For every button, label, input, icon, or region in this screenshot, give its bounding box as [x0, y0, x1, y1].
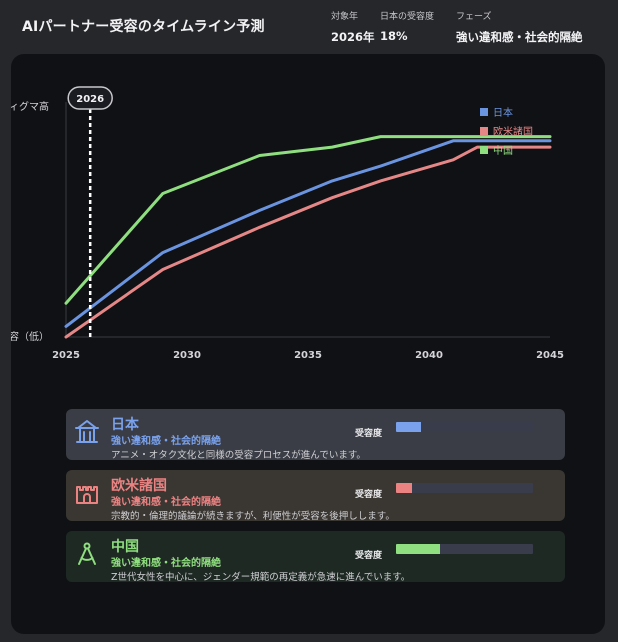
country-description: アニメ・オタク文化と同様の受容プロセスが進んでいます。 — [111, 450, 366, 461]
y-axis-bottom-label: 容（低） — [11, 330, 49, 343]
acceptance-fill — [396, 483, 413, 493]
country-name: 日本 — [111, 417, 139, 433]
country-description: 宗教的・倫理的議論が続きますが、利便性が受容を後押しします。 — [111, 511, 395, 522]
stat-label: 対象年 — [331, 12, 359, 22]
stat-label: フェーズ — [456, 12, 492, 22]
country-card-china[interactable]: 中国 強い違和感・社会的隔絶 Z世代女性を中心に、ジェンダー規範の再定義が急速に… — [66, 531, 565, 583]
shrine-icon — [74, 419, 100, 445]
legend-label: 中国 — [493, 144, 513, 157]
legend-swatch — [480, 108, 488, 116]
stat-value: 強い違和感・社会的隔絶 — [456, 30, 583, 44]
country-phase: 強い違和感・社会的隔絶 — [111, 558, 221, 569]
legend-swatch — [480, 146, 488, 154]
legend-label: 欧米諸国 — [493, 125, 533, 138]
year-marker-label: 2026 — [76, 94, 104, 105]
series-line — [64, 139, 552, 328]
legend-swatch — [480, 127, 488, 135]
x-tick-label: 2045 — [536, 350, 564, 361]
acceptance-fill — [396, 422, 421, 432]
stat-value: 2026年 — [331, 30, 375, 44]
country-description: Z世代女性を中心に、ジェンダー規範の再定義が急速に進んでいます。 — [111, 572, 411, 583]
series-line — [64, 145, 552, 339]
header: AIパートナー受容のタイムライン予測 対象年 2026年 日本の受容度 18% … — [0, 0, 618, 54]
x-tick-label: 2035 — [294, 350, 322, 361]
acceptance-label: 受容度 — [355, 551, 383, 561]
x-tick-label: 2025 — [52, 350, 80, 361]
compass-icon — [74, 541, 100, 567]
acceptance-fill — [396, 544, 440, 554]
acceptance-label: 受容度 — [355, 429, 383, 439]
series-line — [64, 135, 552, 305]
stat-label: 日本の受容度 — [380, 12, 435, 22]
acceptance-bar — [396, 483, 533, 493]
stat-phase: フェーズ 強い違和感・社会的隔絶 — [456, 9, 583, 45]
x-tick-label: 2040 — [415, 350, 443, 361]
country-name: 欧米諸国 — [111, 478, 167, 494]
year-marker-badge — [67, 86, 113, 110]
country-card-west[interactable]: 欧米諸国 強い違和感・社会的隔絶 宗教的・倫理的議論が続きますが、利便性が受容を… — [66, 470, 565, 522]
stat-japan-acceptance: 日本の受容度 18% — [380, 9, 434, 43]
castle-icon — [74, 480, 100, 506]
country-card-japan[interactable]: 日本 強い違和感・社会的隔絶 アニメ・オタク文化と同様の受容プロセスが進んでいま… — [66, 409, 565, 461]
stat-target-year: 対象年 2026年 — [331, 9, 375, 45]
stat-value: 18% — [380, 29, 408, 43]
y-axis-top-label: ィグマ高 — [11, 100, 49, 113]
legend-label: 日本 — [493, 106, 513, 119]
acceptance-bar — [396, 544, 533, 554]
x-tick-label: 2030 — [173, 350, 201, 361]
country-name: 中国 — [111, 539, 139, 555]
acceptance-label: 受容度 — [355, 490, 383, 500]
timeline-panel: ィグマ高 容（低） 2025 2030 2035 2040 2045 2026 日本 欧米諸国 中国… — [11, 54, 605, 634]
acceptance-bar — [396, 422, 533, 432]
country-phase: 強い違和感・社会的隔絶 — [111, 436, 221, 447]
page-title: AIパートナー受容のタイムライン予測 — [22, 19, 265, 35]
country-phase: 強い違和感・社会的隔絶 — [111, 497, 221, 508]
